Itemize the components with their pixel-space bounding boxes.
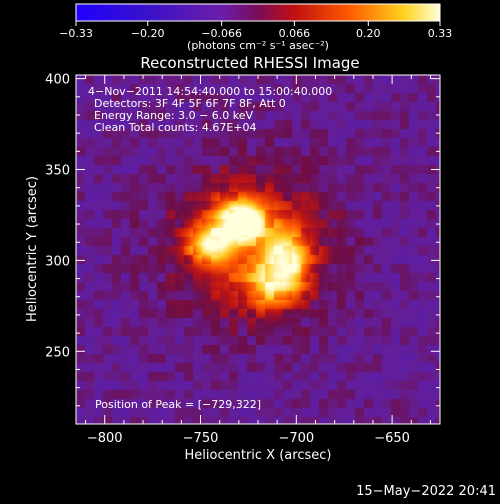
x-axis-ticks: −800 −750 −700 −650 xyxy=(85,75,431,446)
colorbar-tick-label: −0.066 xyxy=(201,27,242,40)
x-tick-label: −650 xyxy=(374,431,410,446)
annotation-line: Detectors: 3F 4F 5F 6F 7F 8F, Att 0 xyxy=(94,97,286,110)
colorbar-ticks: −0.33 −0.20 −0.066 0.066 0.20 0.33 xyxy=(59,21,452,40)
y-tick-label: 250 xyxy=(45,345,70,360)
colorbar-gradient xyxy=(75,3,441,22)
annotation-block: 4−Nov−2011 14:54:40.000 to 15:00:40.000D… xyxy=(88,85,332,134)
heatmap xyxy=(76,75,440,424)
x-axis-label: Heliocentric X (arcsec) xyxy=(185,448,332,463)
annotation-line: Clean Total counts: 4.67E+04 xyxy=(94,121,257,134)
x-tick-label: −700 xyxy=(278,431,314,446)
x-tick-label: −750 xyxy=(183,431,219,446)
colorbar-tick-label: −0.20 xyxy=(131,27,165,40)
footer-timestamp: 15−May−2022 20:41 xyxy=(356,484,496,499)
heatmap-image xyxy=(76,75,440,424)
colorbar-unit-label: (photons cm⁻² s⁻¹ asec⁻²) xyxy=(187,39,329,52)
colorbar-tick-label: 0.20 xyxy=(356,27,381,40)
colorbar-tick-label: −0.33 xyxy=(59,27,93,40)
annotation-line: Energy Range: 3.0 − 6.0 keV xyxy=(94,109,254,122)
y-tick-label: 300 xyxy=(45,254,70,269)
colorbar: −0.33 −0.20 −0.066 0.066 0.20 0.33 (photons c… xyxy=(59,3,452,52)
peak-position-label: Position of Peak = [−729,322] xyxy=(95,398,261,411)
y-tick-label: 400 xyxy=(45,73,70,88)
y-axis-ticks: 250 300 350 400 xyxy=(45,73,440,407)
colorbar-tick-label: 0.066 xyxy=(279,27,311,40)
x-tick-label: −800 xyxy=(87,431,123,446)
y-axis-label: Heliocentric Y (arcsec) xyxy=(25,176,40,322)
annotation-line: 4−Nov−2011 14:54:40.000 to 15:00:40.000 xyxy=(88,85,332,98)
colorbar-tick-label: 0.33 xyxy=(428,27,453,40)
chart-title: Reconstructed RHESSI Image xyxy=(140,54,359,72)
y-tick-label: 350 xyxy=(45,164,70,179)
